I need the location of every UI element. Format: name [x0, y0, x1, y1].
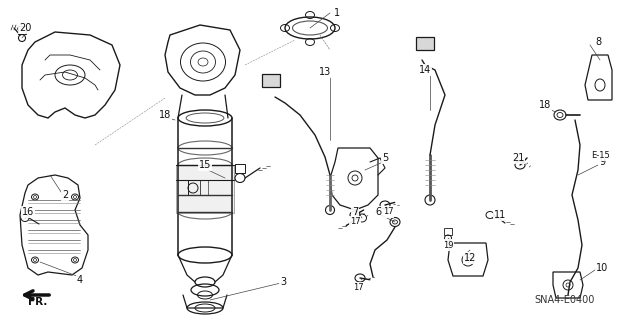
Bar — [188, 180, 200, 195]
Text: 3: 3 — [280, 277, 286, 287]
Text: 8: 8 — [595, 37, 601, 47]
Text: 16: 16 — [22, 207, 34, 217]
Bar — [18, 26, 26, 34]
Text: 21: 21 — [512, 153, 524, 163]
Text: 2: 2 — [62, 190, 68, 200]
Text: 14: 14 — [419, 65, 431, 75]
Text: 13: 13 — [319, 67, 331, 77]
Text: 5: 5 — [382, 153, 388, 163]
Text: 9: 9 — [599, 157, 605, 167]
Text: 12: 12 — [464, 253, 476, 263]
Text: E-15: E-15 — [591, 151, 609, 160]
Text: 1: 1 — [334, 8, 340, 18]
Text: 10: 10 — [596, 263, 608, 273]
Text: 11: 11 — [494, 210, 506, 220]
Text: FR.: FR. — [28, 297, 48, 307]
Bar — [200, 180, 208, 195]
Text: 15: 15 — [199, 160, 211, 170]
Text: 18: 18 — [539, 100, 551, 110]
Bar — [444, 228, 452, 235]
Text: 17: 17 — [353, 284, 364, 293]
Text: 17: 17 — [383, 207, 394, 217]
Text: 6: 6 — [375, 207, 381, 217]
Text: 18: 18 — [159, 110, 171, 120]
Text: 19: 19 — [443, 241, 453, 249]
Text: SNA4-E0400: SNA4-E0400 — [535, 295, 595, 305]
Text: 20: 20 — [19, 23, 31, 33]
Text: 17: 17 — [349, 218, 360, 226]
Text: 4: 4 — [77, 275, 83, 285]
Bar — [176, 165, 234, 213]
Bar — [416, 37, 434, 50]
Bar — [262, 74, 280, 87]
Bar — [235, 164, 245, 173]
Text: 7: 7 — [352, 207, 358, 217]
